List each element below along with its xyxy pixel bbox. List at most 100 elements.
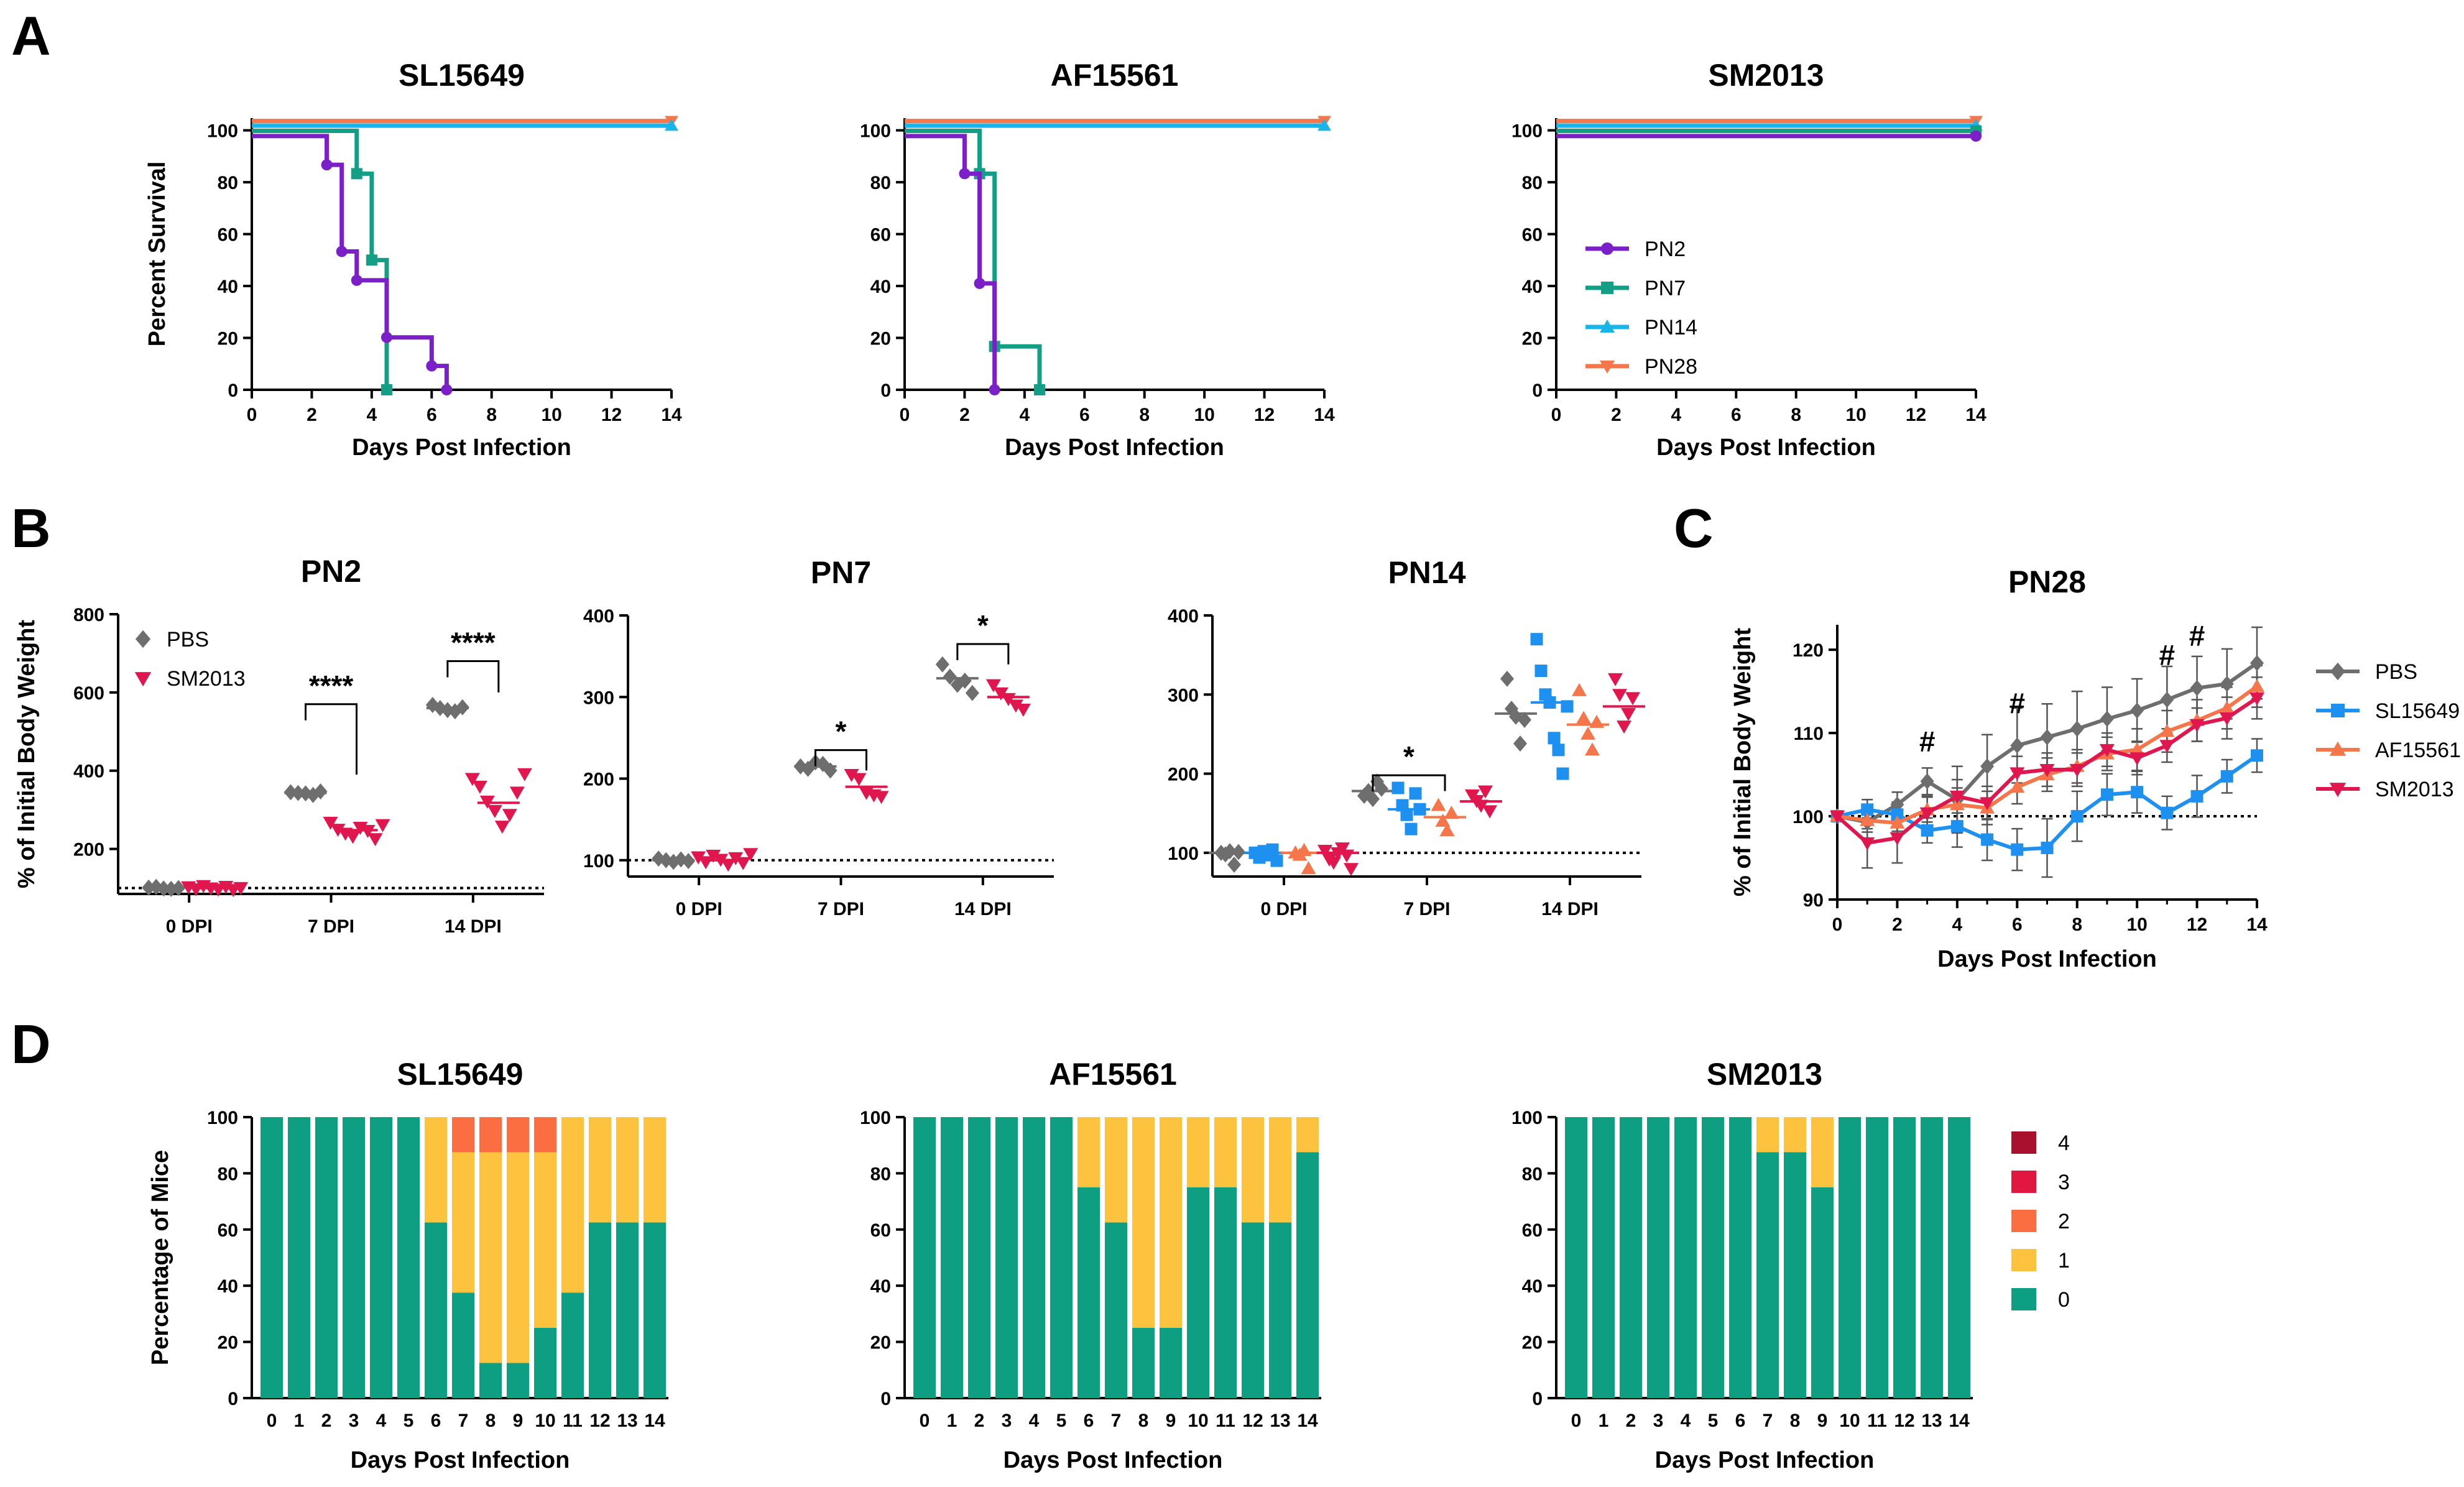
scatter-point-af15561 xyxy=(1589,714,1604,728)
legend-swatch-score-2 xyxy=(2011,1210,2036,1232)
y-tick-label: 40 xyxy=(218,277,238,297)
scatter-point-sm2013 xyxy=(728,852,744,865)
scatter-point-sm2013 xyxy=(233,882,249,895)
scatter-point-pbs xyxy=(313,783,328,800)
bar-score-0-day-6 xyxy=(424,1222,448,1398)
scatter-point-pbs xyxy=(1518,712,1531,728)
y-tick-label: 0 xyxy=(1532,380,1543,401)
scatter-point-sm2013 xyxy=(874,791,889,804)
chart-b2: PN7 100 200 300 400 0 DPI 7 DPI 14 DPI * * xyxy=(583,555,1054,919)
x-tick-label: 9 xyxy=(513,1411,524,1431)
series-point-sl15649 xyxy=(2220,770,2233,783)
bar-score-0-day-7 xyxy=(1756,1152,1779,1398)
bar-score-0-day-1 xyxy=(287,1117,311,1398)
bar-score-0-day-12 xyxy=(1893,1117,1916,1398)
x-axis-label: Days Post Infection xyxy=(1655,1447,1875,1473)
bar-score-1-day-7 xyxy=(1756,1117,1779,1153)
y-tick-label: 80 xyxy=(1522,1164,1543,1184)
bar-score-1-day-7 xyxy=(1104,1117,1128,1223)
hash-annotation: # xyxy=(1919,725,1936,758)
bar-score-0-day-7 xyxy=(1104,1222,1128,1398)
scatter-point-sm2013 xyxy=(706,849,721,863)
y-tick-label: 120 xyxy=(1793,640,1824,661)
x-tick-label: 8 xyxy=(486,405,497,425)
x-tick-label: 5 xyxy=(404,1411,414,1431)
scatter-point-sl15649 xyxy=(1405,822,1418,836)
chart-title: PN14 xyxy=(1388,555,1465,590)
series-point-af15561 xyxy=(1860,813,1875,826)
scatter-point-sm2013 xyxy=(743,848,759,862)
legend-label-score-4: 4 xyxy=(2058,1131,2070,1155)
significance-label: * xyxy=(836,716,847,748)
y-tick-label: 40 xyxy=(218,1276,238,1297)
series-point-sm2013 xyxy=(2129,752,2145,766)
y-axis-label: % of Initial Body Weight xyxy=(1730,628,1756,896)
y-tick-label: 100 xyxy=(860,121,891,142)
x-tick-label: 10 xyxy=(1194,405,1214,425)
km-point-pn2 xyxy=(351,274,362,286)
series-point-sm2013 xyxy=(1919,807,1935,821)
y-tick-label: 400 xyxy=(583,606,614,627)
scatter-point-pbs xyxy=(935,656,949,673)
x-tick-label: 2 xyxy=(321,1411,332,1431)
y-tick-label: 100 xyxy=(1511,121,1543,142)
x-tick-label: 14 xyxy=(1297,1411,1318,1431)
bar-score-0-day-9 xyxy=(506,1363,530,1398)
x-tick-label: 6 xyxy=(1084,1411,1094,1431)
bar-score-0-day-6 xyxy=(1077,1187,1100,1398)
x-tick-label: 11 xyxy=(563,1411,583,1431)
series-point-sl15649 xyxy=(1950,820,1963,833)
bar-score-0-day-5 xyxy=(1050,1117,1073,1398)
km-point-pn2 xyxy=(959,168,971,180)
scatter-point-af15561 xyxy=(1444,806,1459,819)
bar-score-0-day-6 xyxy=(1728,1117,1752,1398)
y-tick-label: 300 xyxy=(583,688,614,708)
bar-score-0-day-4 xyxy=(1674,1117,1697,1398)
bar-score-1-day-12 xyxy=(1241,1117,1265,1223)
x-tick-label: 14 xyxy=(1965,405,1986,425)
legend-marker-pbs xyxy=(135,630,151,648)
series-point-sm2013 xyxy=(1949,790,1965,804)
x-axis-label: Days Post Infection xyxy=(1004,1447,1223,1473)
x-tick-label: 6 xyxy=(1735,1411,1746,1431)
chart-title: SM2013 xyxy=(1707,1057,1822,1092)
y-tick-label: 400 xyxy=(1168,606,1199,627)
x-tick-label: 8 xyxy=(1791,405,1801,425)
scatter-point-sm2013 xyxy=(851,773,867,786)
scatter-point-sl15649 xyxy=(1548,732,1561,745)
x-tick-label: 10 xyxy=(1188,1411,1208,1431)
chart-title: SL15649 xyxy=(397,1057,524,1092)
y-tick-label: 0 xyxy=(228,1389,238,1409)
bar-score-0-day-0 xyxy=(1564,1117,1588,1398)
km-point-pn2 xyxy=(1970,130,1982,142)
bar-score-0-day-3 xyxy=(1646,1117,1670,1398)
panel-letter-d: D xyxy=(11,1013,51,1075)
legend-marker-sm2013 xyxy=(2329,783,2346,798)
scatter-point-sm2013 xyxy=(1344,863,1359,877)
y-tick-label: 300 xyxy=(1168,685,1199,706)
km-point-pn7 xyxy=(381,384,392,395)
series-point-pbs xyxy=(2040,729,2054,745)
bar-score-0-day-8 xyxy=(479,1363,502,1398)
y-tick-label: 0 xyxy=(880,380,891,401)
y-tick-label: 60 xyxy=(1522,1220,1543,1241)
scatter-point-sm2013 xyxy=(360,825,376,839)
legend-label-score-1: 1 xyxy=(2058,1249,2070,1273)
legend-label-sm2013: SM2013 xyxy=(2375,778,2454,801)
x-tick-label: 2 xyxy=(1611,405,1622,425)
chart-d1: SL15649 Percentage of Mice Days Post Infec… xyxy=(147,1057,668,1473)
x-tick-label: 10 xyxy=(535,1411,555,1431)
x-tick-label: 12 xyxy=(2187,914,2207,935)
bar-score-1-day-6 xyxy=(1077,1117,1100,1187)
legend-swatch-score-4 xyxy=(2011,1131,2036,1154)
chart-title: SM2013 xyxy=(1708,58,1824,93)
chart-title: AF15561 xyxy=(1051,58,1179,93)
scatter-point-pbs xyxy=(1500,670,1514,687)
bar-score-1-day-13 xyxy=(1268,1117,1292,1223)
legend-label-score-3: 3 xyxy=(2058,1171,2070,1194)
legend-label-sm2013: SM2013 xyxy=(167,667,246,691)
km-point-pn2 xyxy=(441,384,453,395)
scatter-point-pbs xyxy=(957,673,972,689)
bar-score-0-day-2 xyxy=(967,1117,991,1398)
